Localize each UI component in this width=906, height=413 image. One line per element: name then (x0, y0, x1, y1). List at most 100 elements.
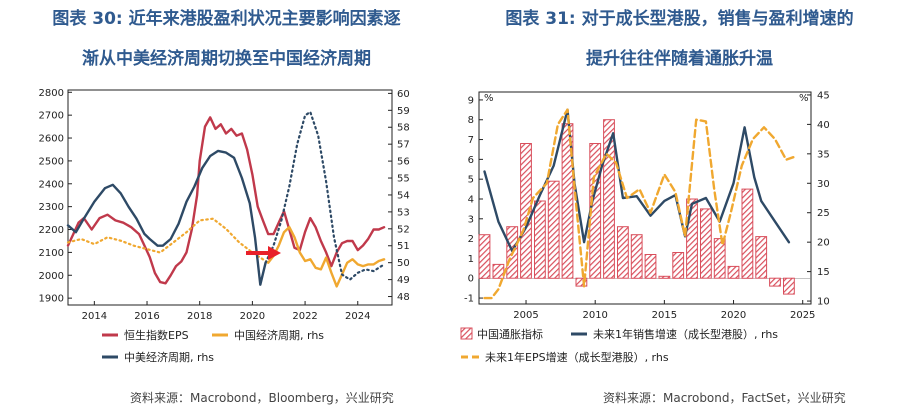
y2-tick-label: 59 (397, 106, 410, 117)
y-tick-label: 2700 (39, 111, 64, 122)
legend-label: 未来1年销售增速（成长型港股）, rhs (593, 327, 778, 341)
inflation-bar (727, 265, 740, 279)
x-tick-label: 2005 (513, 310, 538, 321)
y2-tick-label: 40 (817, 120, 830, 131)
legend-swatch (460, 327, 473, 340)
inflation-bar (478, 234, 491, 279)
x-tick-label: 2025 (790, 310, 815, 321)
inflation-bar (783, 277, 795, 295)
inflation-bar (755, 236, 768, 279)
y-tick-label: 2400 (39, 179, 64, 190)
eps-cycle-chart: 1900 2000 2100 2200 2300 2400 2500 2600 2700 2800… (39, 88, 410, 364)
y2-tick-label: 50 (397, 258, 410, 269)
y-tick-label: 1900 (39, 294, 64, 305)
y2-tick-label: 49 (397, 275, 410, 286)
y-tick-label: -1 (464, 294, 474, 305)
x-tick-label: 2024 (345, 311, 370, 322)
inflation-bar (700, 208, 712, 279)
y-tick-label: 2500 (39, 156, 64, 167)
y-tick-label: 2100 (39, 248, 64, 259)
y2-tick-label: 15 (817, 267, 830, 278)
series-line (66, 149, 267, 286)
y2-tick-label: 57 (397, 140, 410, 151)
series-line (66, 116, 386, 285)
series-line (267, 225, 386, 288)
x-tick-label: 2020 (240, 311, 265, 322)
inflation-bar (617, 226, 629, 279)
legend-label: 未来1年EPS增速（成长型港股）, rhs (485, 350, 669, 364)
chart-panel-growth: 图表 31: 对于成长型港股，销售与盈利增速的 提升往往伴随着通胀升温 -1 0 1… (453, 0, 906, 413)
y2-tick-label: 60 (397, 89, 410, 100)
chart-source-note: 资料来源：Macrobond，FactSet，兴业研究 (603, 391, 846, 405)
y-tick-label: 4 (468, 194, 474, 205)
inflation-bar (672, 252, 685, 279)
plot-frame (67, 89, 393, 306)
y-tick-label: 2000 (39, 271, 64, 282)
inflation-bar (547, 180, 560, 279)
inflation-bar (492, 263, 505, 279)
y-tick-label: 9 (468, 95, 474, 106)
y2-tick-label: 45 (817, 90, 830, 101)
left-unit-label: % (484, 93, 494, 104)
y-tick-label: 3 (468, 214, 474, 225)
y2-tick-label: 35 (817, 149, 830, 160)
series-line (66, 217, 270, 264)
inflation-bar (769, 277, 781, 287)
inflation-bar (575, 277, 588, 287)
chart-title-line1: 图表 31: 对于成长型港股，销售与盈利增速的 (505, 9, 854, 29)
series-line (483, 108, 796, 300)
y-tick-label: 2300 (39, 202, 64, 213)
inflation-bar (713, 238, 726, 279)
chart-title-line2: 提升往往伴随着通胀升温 (586, 49, 773, 69)
chart-title-line2: 渐从中美经济周期切换至中国经济周期 (82, 49, 371, 69)
inflation-bar (534, 200, 546, 279)
y2-tick-label: 30 (817, 179, 830, 190)
y2-tick-label: 52 (397, 224, 410, 235)
inflation-bar (741, 188, 754, 279)
x-tick-label: 2014 (82, 311, 107, 322)
inflation-bar (520, 143, 532, 279)
y2-tick-label: 25 (817, 208, 830, 219)
series-line (264, 110, 386, 281)
y2-tick-label: 48 (397, 292, 410, 303)
y2-tick-label: 58 (397, 123, 410, 134)
y-tick-label: 2600 (39, 134, 64, 145)
legend-label: 中国经济周期, rhs (234, 328, 324, 342)
y-tick-label: 7 (468, 135, 474, 146)
right-unit-label: % (799, 93, 809, 104)
legend-label: 恒生指数EPS (124, 328, 189, 342)
x-tick-label: 2022 (292, 311, 317, 322)
inflation-bar (561, 123, 574, 279)
y2-tick-label: 55 (397, 174, 410, 185)
y2-tick-label: 10 (817, 297, 830, 308)
plot-frame (478, 91, 812, 305)
y-tick-label: 1 (468, 254, 474, 265)
chart-source-note: 资料来源：Macrobond，Bloomberg，兴业研究 (130, 391, 394, 405)
chart-panel-eps: 图表 30: 近年来港股盈利状况主要影响因素逐 渐从中美经济周期切换至中国经济周… (39, 9, 410, 405)
y-tick-label: 6 (468, 155, 474, 166)
y-tick-label: 0 (468, 274, 474, 285)
y2-tick-label: 54 (397, 190, 410, 201)
x-tick-label: 2020 (721, 310, 746, 321)
inflation-bar (658, 275, 671, 279)
inflation-bar (686, 198, 698, 279)
legend-label: 中国通胀指标 (477, 327, 543, 341)
y2-tick-label: 20 (817, 238, 830, 249)
y-tick-label: 2 (468, 234, 474, 245)
inflation-bar (630, 234, 643, 279)
y2-tick-label: 53 (397, 207, 410, 218)
y-tick-label: 2800 (39, 88, 64, 99)
y-tick-label: 2200 (39, 225, 64, 236)
legend-label: 中美经济周期, rhs (124, 350, 214, 364)
x-tick-label: 2018 (187, 311, 212, 322)
x-tick-label: 2010 (582, 310, 607, 321)
x-tick-label: 2016 (134, 311, 159, 322)
y-tick-label: 5 (468, 175, 474, 186)
y2-tick-label: 51 (397, 241, 410, 252)
x-tick-label: 2015 (652, 310, 677, 321)
chart-title-line1: 图表 30: 近年来港股盈利状况主要影响因素逐 (52, 9, 401, 29)
arrow-head (268, 246, 281, 260)
y2-tick-label: 56 (397, 157, 410, 168)
inflation-bar (603, 119, 615, 279)
